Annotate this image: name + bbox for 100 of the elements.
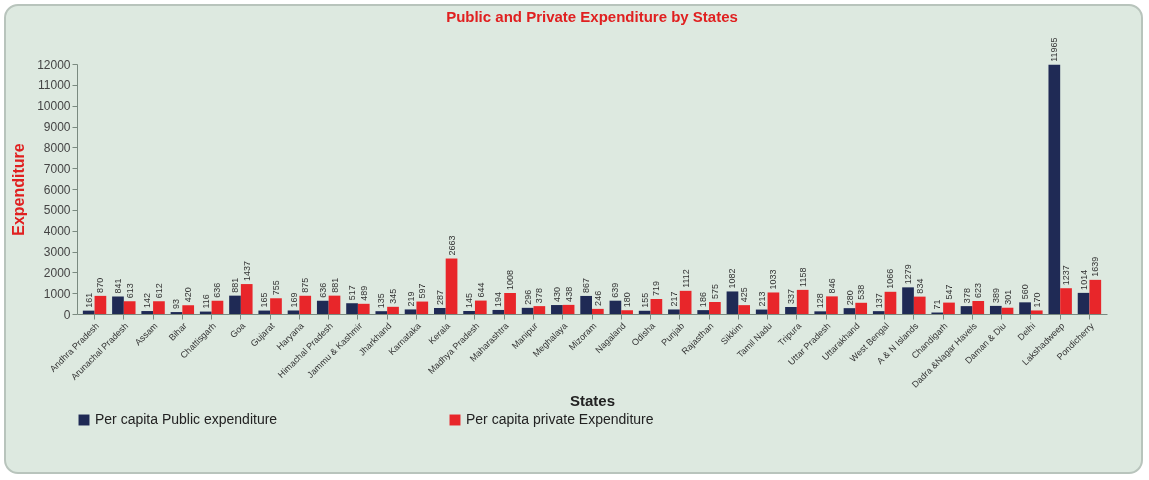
bar [767, 292, 780, 314]
bar [562, 304, 575, 314]
data-label: 186 [698, 292, 709, 308]
data-label: 71 [932, 299, 943, 310]
data-label: 755 [270, 280, 281, 296]
bar [551, 305, 563, 314]
y-tick-label: 4000 [43, 224, 71, 239]
data-label: 489 [358, 285, 369, 301]
bar [755, 309, 768, 314]
data-label: 1112 [680, 269, 691, 288]
bar [884, 291, 897, 314]
y-tick-label: 11000 [38, 78, 71, 93]
bar [843, 308, 856, 314]
bar [182, 305, 195, 314]
data-label: 575 [709, 283, 720, 300]
data-label: 846 [826, 278, 837, 294]
bar [240, 284, 253, 314]
bar [709, 302, 721, 314]
data-label: 517 [347, 285, 358, 301]
bar [387, 306, 399, 314]
data-label: 538 [856, 284, 867, 300]
bar [463, 310, 475, 314]
y-tick-label: 0 [63, 307, 71, 322]
bar [580, 295, 592, 314]
data-label: 613 [124, 283, 135, 299]
data-label: 194 [493, 291, 504, 307]
bar [82, 310, 95, 314]
data-label: 1008 [505, 269, 516, 290]
bar [474, 300, 487, 314]
bar [592, 308, 604, 314]
y-tick-label: 2000 [43, 265, 71, 280]
bar [229, 295, 241, 314]
bar [1048, 64, 1061, 314]
data-label: 389 [990, 287, 1001, 303]
data-label: 287 [434, 289, 445, 306]
data-label: 246 [592, 290, 603, 306]
data-label: 644 [475, 282, 486, 298]
bar [504, 293, 516, 314]
y-tick-label: 9000 [43, 120, 71, 134]
data-label: 841 [112, 278, 123, 294]
bar [796, 289, 809, 314]
bar [1001, 307, 1014, 314]
bar [902, 287, 914, 314]
data-label: 2663 [446, 235, 457, 256]
bar [638, 310, 651, 314]
bar [609, 300, 622, 314]
x-tick-label: Goa [228, 320, 248, 340]
bar [141, 311, 154, 314]
data-label: 280 [844, 290, 855, 306]
data-label: 719 [651, 280, 662, 297]
bar [972, 301, 985, 314]
bar [375, 311, 388, 314]
data-label: 547 [943, 284, 954, 300]
bar [1077, 292, 1090, 314]
bar [989, 305, 1002, 314]
bar [1089, 279, 1102, 314]
data-label: 1033 [768, 269, 779, 290]
data-label: 420 [183, 287, 194, 303]
data-label: 639 [610, 282, 621, 298]
data-label: 438 [563, 286, 574, 302]
bar [433, 308, 446, 314]
data-label: 870 [95, 277, 106, 293]
data-label: 597 [417, 283, 428, 299]
data-label: 1639 [1090, 256, 1101, 277]
bar [1019, 302, 1031, 314]
legend-label: Per capita Public expenditure [95, 411, 278, 427]
y-tick-label: 10000 [37, 99, 71, 114]
data-label: 1066 [885, 268, 896, 289]
data-label: 170 [1031, 292, 1042, 308]
data-label: 345 [388, 288, 399, 304]
y-tick-label: 5000 [43, 203, 71, 218]
bar [855, 302, 868, 314]
bar [211, 300, 224, 314]
y-axis-title: Expenditure [10, 143, 28, 236]
data-label: 612 [153, 283, 164, 299]
data-label: 93 [171, 299, 182, 310]
data-label: 1437 [241, 261, 252, 282]
bar [679, 290, 692, 314]
bar [1060, 288, 1072, 314]
data-label: 881 [230, 277, 241, 293]
data-label: 636 [212, 282, 223, 298]
bar [492, 309, 505, 314]
bar [445, 258, 458, 314]
y-tick-label: 12000 [37, 57, 71, 72]
bar [697, 310, 710, 314]
data-label: 430 [551, 287, 562, 303]
bar [960, 306, 973, 314]
y-tick-label: 7000 [43, 161, 71, 176]
data-label: 180 [622, 292, 633, 308]
x-axis-title: States [569, 391, 616, 409]
data-label: 378 [534, 288, 545, 304]
bar [913, 296, 926, 314]
bar [621, 310, 633, 314]
data-label: 296 [522, 289, 533, 305]
data-label: 155 [639, 292, 650, 308]
data-label: 301 [1002, 289, 1013, 305]
bar [299, 295, 312, 314]
data-label: 881 [329, 277, 340, 293]
data-label: 137 [873, 293, 884, 309]
data-label: 161 [83, 292, 94, 308]
